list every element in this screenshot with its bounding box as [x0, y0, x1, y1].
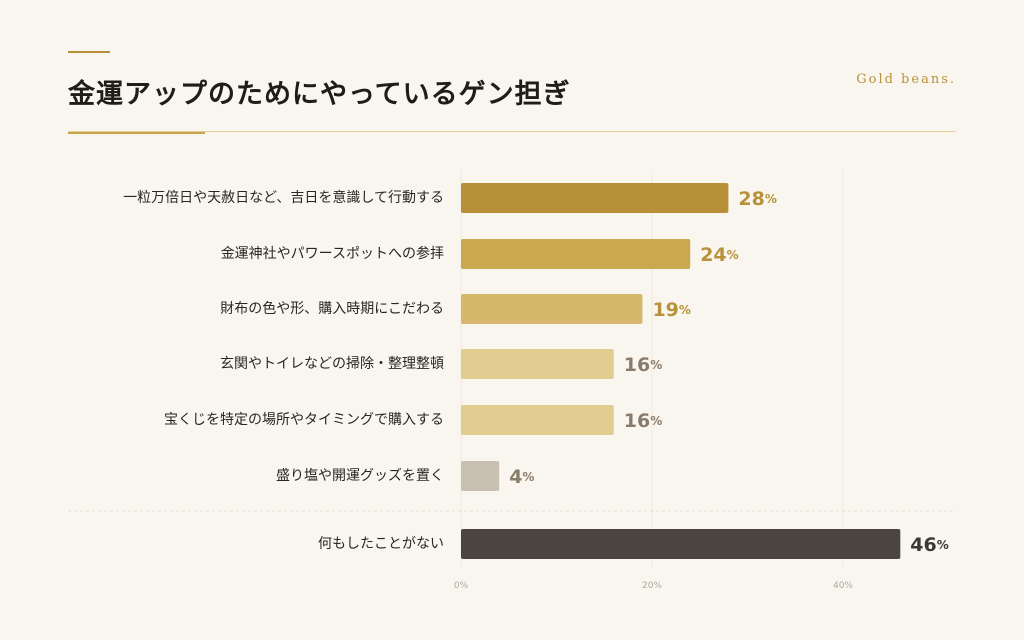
bar: [461, 183, 729, 213]
category-label: 何もしたことがない: [318, 536, 444, 552]
category-label: 宝くじを特定の場所やタイミングで購入する: [164, 412, 444, 428]
value-number: 16: [624, 354, 650, 376]
value-unit: %: [679, 303, 691, 317]
category-label: 玄関やトイレなどの掃除・整理整頓: [220, 355, 444, 372]
value-label: 46%: [910, 534, 948, 556]
bar: [461, 294, 643, 324]
value-unit: %: [765, 192, 777, 206]
value-number: 19: [652, 299, 678, 321]
bar: [461, 349, 614, 379]
value-number: 28: [738, 188, 764, 210]
bar: [461, 461, 500, 491]
value-label: 19%: [652, 299, 690, 321]
value-label: 24%: [700, 244, 738, 266]
value-unit: %: [727, 248, 739, 262]
bar: [461, 529, 901, 559]
value-number: 46: [910, 534, 936, 556]
value-label: 4%: [509, 466, 534, 488]
value-label: 28%: [738, 188, 776, 210]
value-unit: %: [937, 538, 949, 552]
header-divider: [68, 131, 956, 132]
value-number: 16: [624, 410, 650, 432]
bar: [461, 405, 614, 435]
category-label: 盛り塩や開運グッズを置く: [276, 468, 444, 484]
value-unit: %: [650, 358, 662, 372]
category-label: 財布の色や形、購入時期にこだわる: [220, 300, 444, 317]
value-unit: %: [522, 470, 534, 484]
value-number: 24: [700, 244, 726, 266]
value-number: 4: [509, 466, 522, 488]
header-divider-accent: [68, 132, 205, 134]
bar: [461, 239, 691, 269]
brand-logo: Gold beans.: [856, 72, 956, 87]
category-label: 一粒万倍日や天赦日など、吉日を意識して行動する: [123, 189, 444, 206]
x-tick-label: 40%: [833, 581, 853, 591]
value-unit: %: [650, 414, 662, 428]
page-title: 金運アップのためにやっているゲン担ぎ: [68, 79, 571, 110]
x-tick-label: 20%: [642, 581, 662, 591]
value-label: 16%: [624, 410, 662, 432]
category-label: 金運神社やパワースポットへの参拝: [221, 245, 444, 262]
x-tick-label: 0%: [454, 581, 469, 591]
title-accent-line: [68, 51, 110, 53]
value-label: 16%: [624, 354, 662, 376]
